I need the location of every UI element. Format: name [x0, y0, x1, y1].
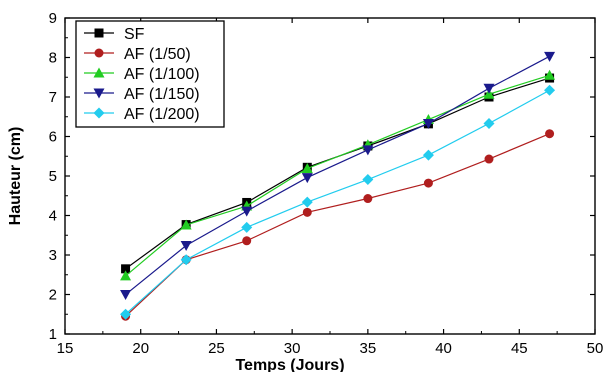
legend-marker — [93, 67, 105, 78]
x-tick-label: 35 — [360, 340, 377, 357]
legend-label: AF (1/50) — [124, 46, 191, 63]
data-point — [241, 221, 253, 233]
data-point — [121, 264, 131, 274]
data-point — [301, 196, 313, 208]
x-tick-label: 15 — [57, 340, 74, 357]
data-point — [241, 206, 253, 217]
x-tick-label: 45 — [511, 340, 528, 357]
y-axis-title: Hauteur (cm) — [7, 127, 24, 226]
data-point — [544, 51, 556, 62]
y-tick-label: 6 — [49, 129, 57, 146]
x-tick-label: 30 — [284, 340, 301, 357]
y-tick-label: 4 — [49, 208, 57, 225]
x-tick-label: 40 — [435, 340, 452, 357]
legend-marker — [93, 107, 105, 119]
data-point — [422, 118, 434, 129]
data-point — [180, 241, 192, 252]
x-tick-label: 50 — [587, 340, 603, 357]
y-tick-label: 7 — [49, 89, 57, 106]
series-line — [125, 133, 550, 317]
data-point — [180, 254, 192, 266]
legend-entry: AF (1/50) — [84, 46, 191, 63]
series-line — [125, 89, 550, 315]
y-tick-label: 9 — [49, 10, 57, 27]
series-line — [125, 55, 550, 295]
data-point — [544, 69, 556, 80]
data-point — [422, 149, 434, 161]
data-point — [301, 173, 313, 184]
data-point — [483, 117, 495, 129]
series-layer — [120, 51, 556, 321]
series-4 — [120, 84, 556, 320]
y-tick-label: 5 — [49, 168, 57, 185]
x-tick-label: 25 — [208, 340, 225, 357]
x-tick-label: 20 — [132, 340, 149, 357]
data-point — [120, 308, 132, 320]
data-point — [362, 174, 374, 186]
legend-label: AF (1/150) — [124, 86, 200, 103]
data-point — [302, 207, 312, 217]
legend: SF AF (1/50) AF (1/100) AF (1/150) AF (1/200… — [75, 20, 225, 128]
legend-marker — [93, 88, 105, 99]
y-tick-label: 3 — [49, 247, 57, 264]
data-point — [362, 145, 374, 156]
data-point — [484, 154, 494, 164]
legend-label: AF (1/200) — [124, 106, 200, 123]
y-tick-label: 1 — [49, 326, 57, 343]
y-tick-label: 2 — [49, 287, 57, 304]
data-point — [545, 129, 555, 139]
y-tick-label: 8 — [49, 50, 57, 67]
data-point — [363, 194, 373, 204]
legend-marker — [94, 28, 104, 38]
data-point — [120, 270, 132, 281]
data-point — [423, 178, 433, 188]
x-axis-title: Temps (Jours) — [235, 357, 344, 372]
legend-entry: AF (1/200) — [84, 106, 200, 123]
data-point — [242, 236, 252, 246]
legend-entry: AF (1/100) — [84, 66, 200, 83]
data-point — [301, 162, 313, 173]
data-point — [544, 84, 556, 96]
legend-marker — [94, 48, 104, 58]
legend-entry: SF — [84, 26, 145, 43]
legend-label: AF (1/100) — [124, 66, 200, 83]
legend-entry: AF (1/150) — [84, 86, 200, 103]
legend-label: SF — [124, 26, 145, 43]
series-line — [125, 74, 550, 277]
data-point — [483, 83, 495, 94]
data-point — [120, 290, 132, 300]
series-3 — [120, 51, 556, 300]
data-point — [180, 219, 192, 230]
